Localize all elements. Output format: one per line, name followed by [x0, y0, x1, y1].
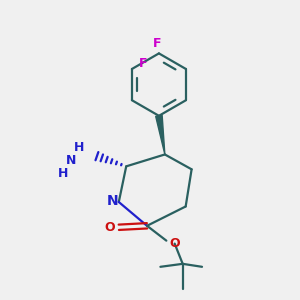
Text: N: N — [106, 194, 118, 208]
Polygon shape — [156, 115, 165, 154]
Text: H: H — [74, 141, 84, 154]
Text: F: F — [153, 38, 162, 50]
Text: N: N — [66, 154, 76, 167]
Text: F: F — [139, 57, 147, 70]
Text: H: H — [58, 167, 68, 180]
Text: O: O — [169, 237, 180, 250]
Text: O: O — [105, 221, 115, 234]
